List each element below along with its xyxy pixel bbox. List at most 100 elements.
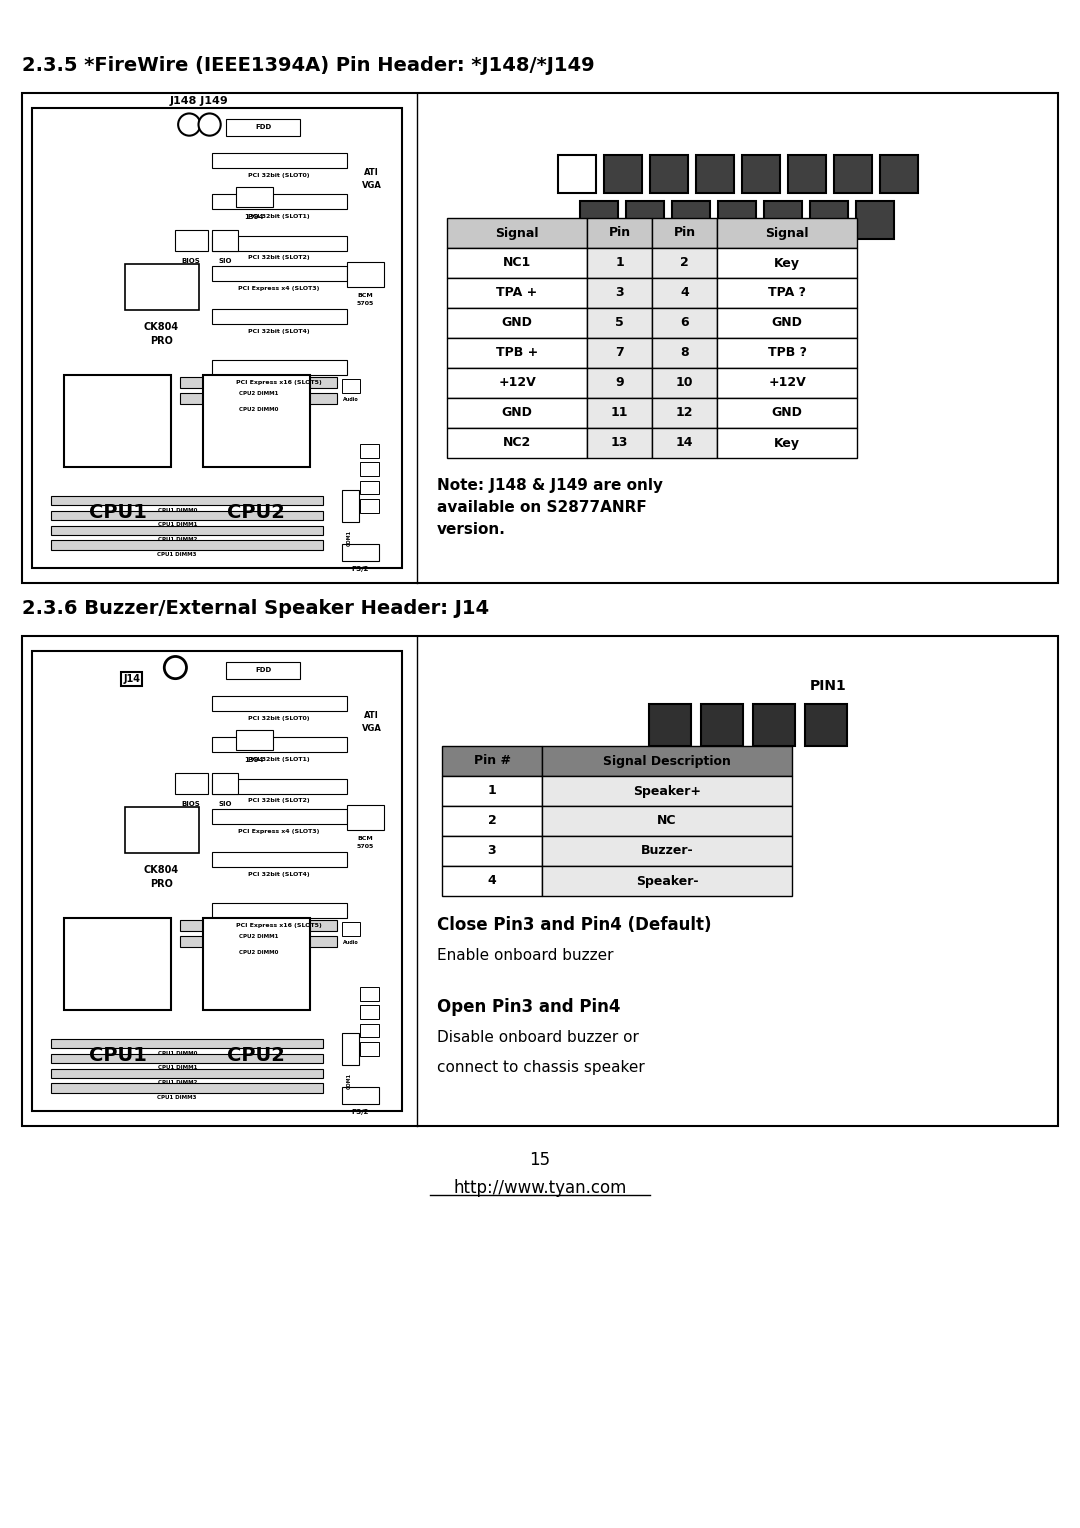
- Text: CPU1 DIMM1: CPU1 DIMM1: [158, 1065, 197, 1070]
- Bar: [235, 186, 272, 208]
- Text: 2: 2: [488, 814, 497, 828]
- Bar: [542, 866, 792, 895]
- Bar: [557, 154, 595, 193]
- Bar: [588, 309, 652, 338]
- Text: 10: 10: [676, 376, 693, 390]
- Bar: [203, 374, 310, 466]
- Text: Speaker+: Speaker+: [633, 784, 701, 798]
- Bar: [588, 397, 652, 428]
- Bar: [213, 773, 239, 793]
- Bar: [361, 1024, 379, 1038]
- Text: +12V: +12V: [498, 376, 536, 390]
- Bar: [742, 154, 780, 193]
- Bar: [213, 903, 347, 918]
- Text: PCI 32bit (SLOT1): PCI 32bit (SLOT1): [248, 214, 310, 219]
- Text: 11: 11: [611, 406, 629, 420]
- Text: CPU2: CPU2: [227, 503, 285, 523]
- Text: FDD: FDD: [255, 668, 271, 674]
- Text: 6: 6: [680, 316, 689, 330]
- Text: 1394: 1394: [244, 214, 264, 220]
- Bar: [855, 202, 893, 238]
- Bar: [213, 153, 347, 168]
- Bar: [342, 1033, 359, 1065]
- Bar: [717, 338, 858, 368]
- Text: BIOS: BIOS: [181, 258, 201, 264]
- Text: CPU1: CPU1: [89, 1047, 147, 1065]
- Bar: [753, 704, 795, 746]
- Text: GND: GND: [771, 406, 802, 420]
- Bar: [834, 154, 872, 193]
- Bar: [604, 154, 642, 193]
- Bar: [124, 807, 199, 854]
- Text: Pin #: Pin #: [473, 755, 511, 767]
- Bar: [805, 704, 847, 746]
- Text: 3: 3: [488, 845, 497, 857]
- Bar: [342, 923, 361, 937]
- Text: Audio: Audio: [343, 397, 359, 402]
- Bar: [32, 108, 402, 568]
- Bar: [652, 368, 717, 397]
- Text: CPU2 DIMM1: CPU2 DIMM1: [239, 934, 279, 938]
- Text: NC2: NC2: [503, 437, 531, 449]
- Bar: [213, 738, 347, 752]
- Bar: [213, 266, 347, 281]
- Bar: [203, 918, 310, 1010]
- Bar: [717, 368, 858, 397]
- Bar: [51, 1083, 323, 1093]
- Bar: [213, 810, 347, 824]
- Bar: [672, 202, 710, 238]
- Text: CPU2: CPU2: [227, 1047, 285, 1065]
- Bar: [51, 541, 323, 550]
- Text: ATI: ATI: [364, 711, 379, 720]
- Bar: [542, 776, 792, 805]
- Bar: [588, 338, 652, 368]
- Bar: [180, 937, 337, 947]
- Text: +12V: +12V: [768, 376, 806, 390]
- Text: GND: GND: [501, 406, 532, 420]
- Text: CPU1 DIMM0: CPU1 DIMM0: [158, 507, 197, 512]
- Bar: [542, 836, 792, 866]
- Text: CPU1 DIMM2: CPU1 DIMM2: [158, 1080, 197, 1085]
- Text: BCM: BCM: [357, 836, 373, 842]
- Bar: [649, 154, 688, 193]
- Bar: [442, 866, 542, 895]
- Text: CK804: CK804: [144, 865, 179, 876]
- Bar: [652, 428, 717, 458]
- Text: connect to chassis speaker: connect to chassis speaker: [437, 1060, 645, 1076]
- Bar: [51, 526, 323, 535]
- Bar: [22, 93, 1058, 584]
- Text: Speaker-: Speaker-: [636, 874, 699, 888]
- Bar: [652, 397, 717, 428]
- Text: 4: 4: [680, 287, 689, 299]
- Text: 2.3.6 Buzzer/External Speaker Header: J14: 2.3.6 Buzzer/External Speaker Header: J1…: [22, 599, 489, 617]
- Bar: [542, 746, 792, 776]
- Text: Signal: Signal: [496, 226, 539, 240]
- Bar: [342, 544, 379, 561]
- Bar: [65, 374, 171, 466]
- Text: 3: 3: [616, 287, 624, 299]
- Bar: [442, 805, 542, 836]
- Bar: [648, 704, 690, 746]
- Text: GND: GND: [771, 316, 802, 330]
- Text: Close Pin3 and Pin4 (Default): Close Pin3 and Pin4 (Default): [437, 915, 712, 934]
- Bar: [588, 368, 652, 397]
- Bar: [347, 261, 383, 287]
- Text: CK804: CK804: [144, 322, 179, 332]
- Bar: [447, 338, 588, 368]
- Bar: [342, 1086, 379, 1103]
- Text: Buzzer-: Buzzer-: [640, 845, 693, 857]
- Text: 13: 13: [611, 437, 629, 449]
- Text: 4: 4: [488, 874, 497, 888]
- Bar: [226, 119, 300, 136]
- Bar: [342, 490, 359, 523]
- Text: CPU1 DIMM3: CPU1 DIMM3: [158, 1094, 197, 1100]
- Text: Key: Key: [774, 257, 800, 269]
- Text: VGA: VGA: [362, 724, 381, 733]
- Text: VGA: VGA: [362, 180, 381, 189]
- Circle shape: [178, 113, 201, 136]
- Text: 1: 1: [616, 257, 624, 269]
- Bar: [347, 805, 383, 830]
- Text: TPB +: TPB +: [496, 347, 538, 359]
- Bar: [213, 310, 347, 324]
- Text: PCI Express x4 (SLOT3): PCI Express x4 (SLOT3): [239, 286, 320, 290]
